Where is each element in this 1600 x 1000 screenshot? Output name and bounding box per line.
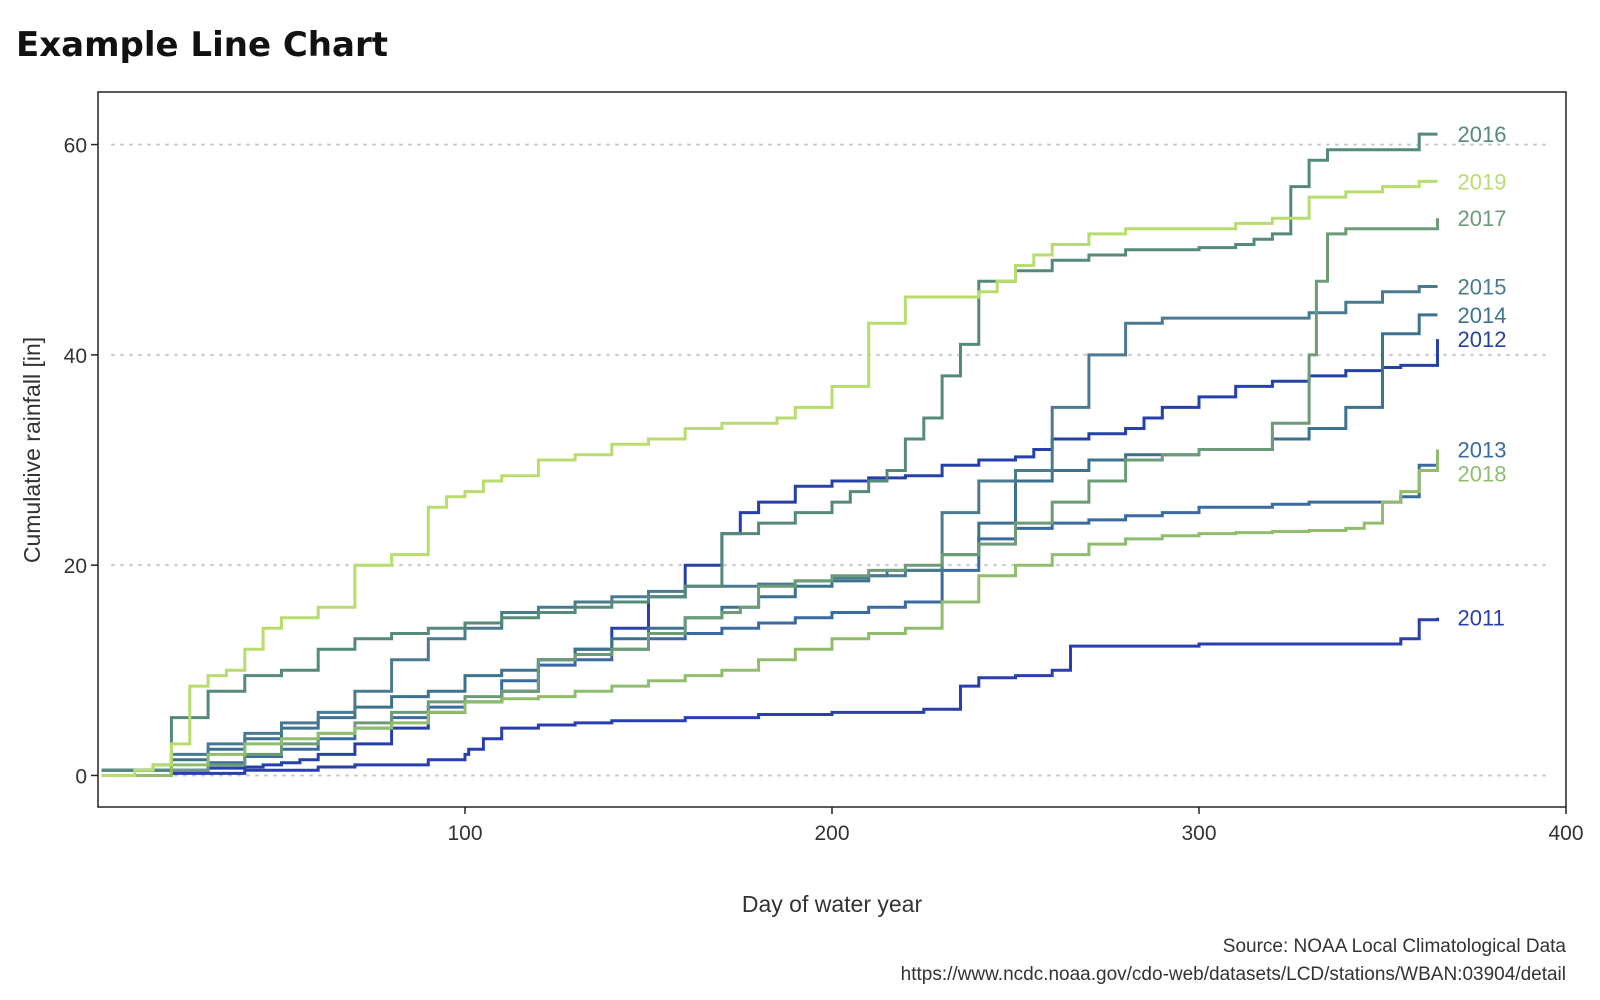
series-line-2011 bbox=[101, 617, 1439, 777]
plot-frame bbox=[97, 91, 1567, 808]
series-lines bbox=[101, 132, 1439, 777]
x-tick-label-100: 100 bbox=[447, 822, 482, 845]
series-line-2012 bbox=[101, 339, 1439, 772]
x-tick-label-200: 200 bbox=[814, 822, 849, 845]
series-line-2014 bbox=[101, 313, 1438, 772]
x-tick-label-400: 400 bbox=[1548, 822, 1583, 845]
x-axis-title: Day of water year bbox=[742, 891, 923, 917]
chart-title: Example Line Chart bbox=[16, 25, 388, 65]
series-label-2016: 2016 bbox=[1458, 122, 1507, 147]
y-tick-label-40: 40 bbox=[64, 345, 87, 368]
series-label-2012: 2012 bbox=[1458, 327, 1507, 352]
series-label-2015: 2015 bbox=[1458, 275, 1507, 300]
x-tick-label-300: 300 bbox=[1181, 822, 1216, 845]
caption-source: Source: NOAA Local Climatological Data bbox=[1223, 936, 1567, 957]
y-axis-title: Cumulative rainfall [in] bbox=[19, 337, 45, 563]
y-tick-label-0: 0 bbox=[75, 765, 87, 788]
series-label-2013: 2013 bbox=[1458, 438, 1507, 463]
series-line-2016 bbox=[101, 132, 1438, 772]
series-line-2017 bbox=[101, 218, 1439, 777]
series-label-2014: 2014 bbox=[1458, 303, 1507, 328]
y-tick-label-60: 60 bbox=[64, 135, 87, 158]
caption-url: https://www.ncdc.noaa.gov/cdo-web/datase… bbox=[901, 964, 1566, 985]
series-line-2015 bbox=[101, 285, 1438, 772]
y-tick-label-20: 20 bbox=[64, 555, 87, 578]
series-labels: 2011 2012 2013 2014 2015 2016 2017 2018 2019 bbox=[1458, 122, 1507, 631]
series-line-2019 bbox=[101, 179, 1438, 777]
series-label-2011: 2011 bbox=[1458, 606, 1505, 631]
series-label-2017: 2017 bbox=[1458, 206, 1507, 231]
series-label-2019: 2019 bbox=[1458, 169, 1507, 194]
axis-ticks: 0 20 40 60 100 200 300 400 bbox=[64, 135, 1584, 845]
grid-lines bbox=[111, 143, 1553, 777]
series-line-2018 bbox=[101, 449, 1439, 777]
series-label-2018: 2018 bbox=[1458, 462, 1507, 487]
